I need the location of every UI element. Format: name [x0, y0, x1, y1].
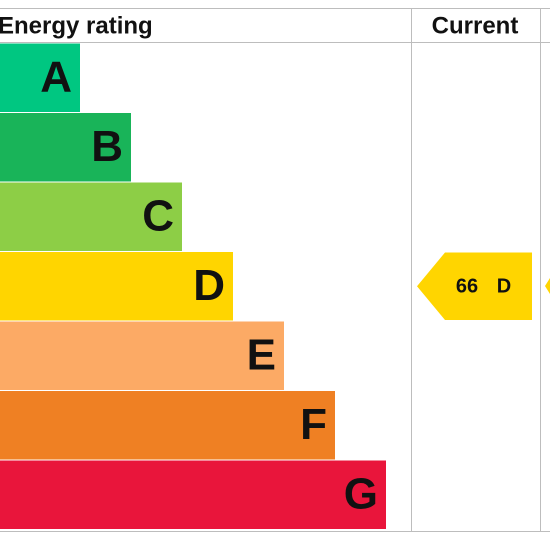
band-letter: E	[247, 330, 276, 379]
potential-arrow-partial	[545, 278, 550, 294]
current-score: 66	[456, 276, 478, 298]
band-letter: B	[91, 122, 123, 171]
band-bar	[0, 460, 386, 529]
header-current: Current	[432, 12, 519, 39]
band-letter: F	[300, 400, 327, 449]
band-bar	[0, 182, 182, 251]
band-letter: D	[193, 261, 225, 310]
current-arrow	[417, 252, 532, 320]
band-bar	[0, 113, 131, 182]
band-letter: G	[344, 469, 378, 518]
band-letter: C	[142, 191, 174, 240]
band-bar	[0, 391, 335, 460]
band-bar	[0, 321, 284, 390]
band-bar	[0, 252, 233, 321]
band-letter: A	[40, 52, 72, 101]
band-bar	[0, 43, 80, 112]
current-band: D	[497, 276, 511, 298]
header-title: Energy rating	[0, 12, 153, 39]
